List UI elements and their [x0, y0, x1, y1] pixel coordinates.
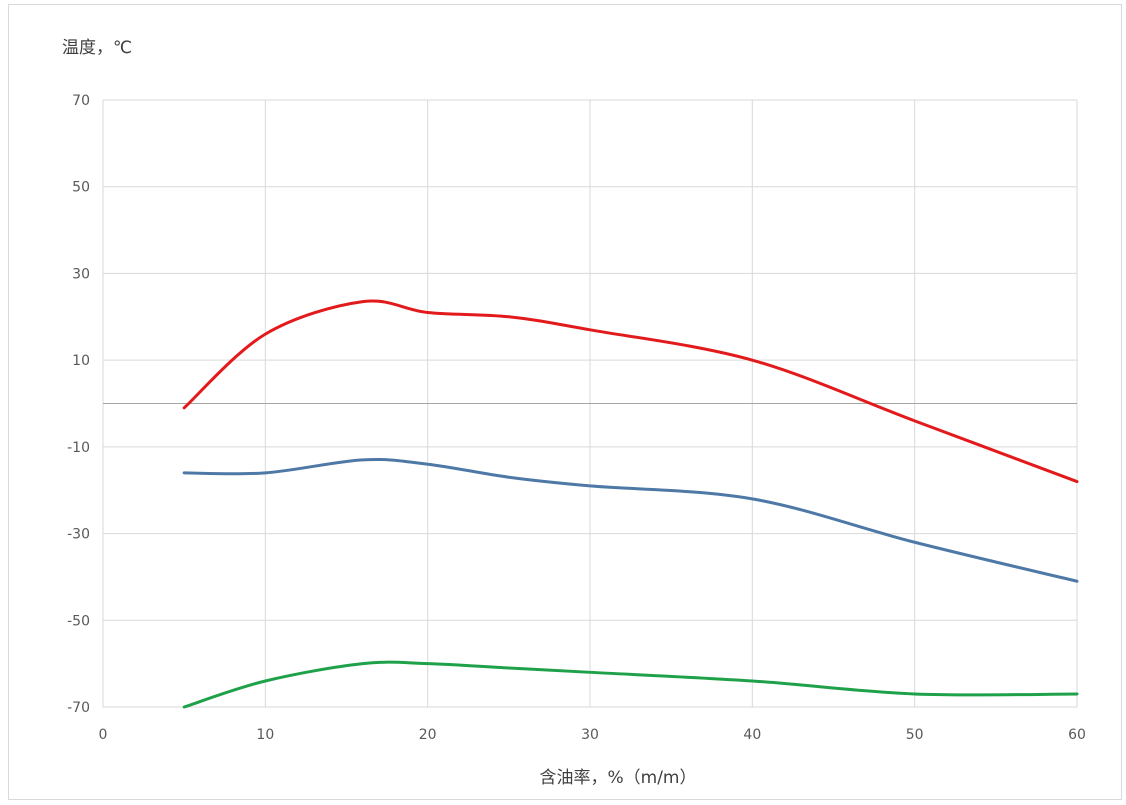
y-tick-label: -70: [67, 700, 90, 716]
y-tick-label: -30: [67, 527, 90, 543]
y-tick-label: 10: [72, 353, 90, 369]
x-tick-label: 10: [256, 727, 274, 743]
y-tick-label: -10: [67, 440, 90, 456]
y-tick-label: 70: [72, 93, 90, 109]
tick-labels: 0 10 20 30 40 50 60 70 50 30 10 -10 -30 -50 -70: [67, 93, 1086, 743]
series-line-3: [182, 660, 1079, 709]
series-line-2: [182, 457, 1079, 583]
x-tick-label: 50: [906, 727, 924, 743]
x-tick-label: 30: [581, 727, 599, 743]
chart-frame: [8, 4, 1122, 800]
y-axis-title: 温度，℃: [62, 38, 132, 58]
x-tick-label: 60: [1068, 727, 1086, 743]
x-axis-title: 含油率，%（m/m）: [539, 768, 696, 788]
grid-lines: [102, 99, 1078, 708]
x-tick-label: 40: [743, 727, 761, 743]
y-tick-label: 30: [72, 266, 90, 282]
series-line-1: [182, 299, 1079, 484]
y-tick-label: -50: [67, 613, 90, 629]
x-tick-label: 20: [419, 727, 437, 743]
x-tick-label: 0: [99, 727, 108, 743]
y-tick-label: 50: [72, 180, 90, 196]
series-lines: [182, 299, 1079, 709]
